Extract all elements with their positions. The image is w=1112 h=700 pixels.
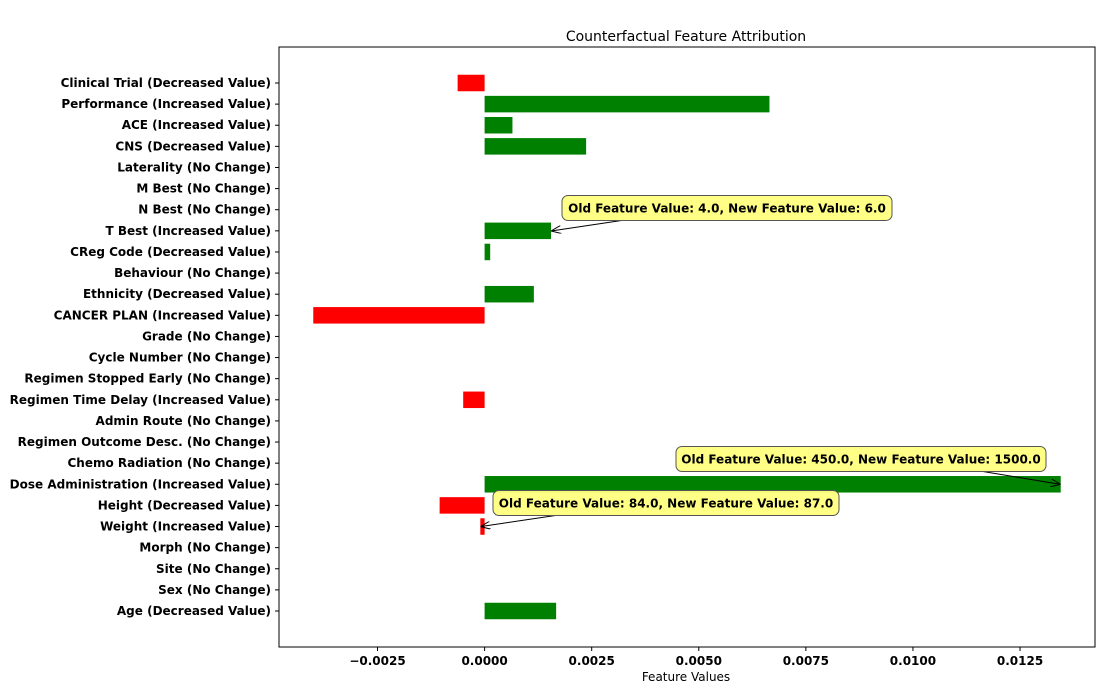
y-tick-label: T Best (Increased Value) — [105, 224, 271, 238]
x-tick-label: 0.0050 — [676, 654, 722, 668]
y-tick-label: Laterality (No Change) — [117, 160, 271, 174]
x-tick-label: 0.0025 — [569, 654, 615, 668]
x-axis: −0.0025 0.0000 0.0025 0.0050 0.0075 0.0100 0.0… — [349, 647, 1043, 668]
y-tick-label: M Best (No Change) — [136, 182, 271, 196]
y-tick-label: N Best (No Change) — [138, 203, 271, 217]
y-tick-label: Morph (No Change) — [139, 541, 271, 555]
annotation-text: Old Feature Value: 450.0, New Feature Va… — [681, 453, 1040, 467]
bar — [484, 222, 551, 240]
annotation-text: Old Feature Value: 4.0, New Feature Valu… — [568, 202, 886, 216]
bar — [484, 602, 557, 620]
y-tick-label: Site (No Change) — [156, 562, 271, 576]
y-tick-label: Dose Administration (Increased Value) — [10, 477, 271, 491]
y-tick-label: Weight (Increased Value) — [100, 520, 271, 534]
x-axis-label: Feature Values — [642, 670, 730, 684]
annotation-arrow — [983, 471, 1060, 485]
plot-frame — [278, 46, 1096, 648]
y-tick-label: Regimen Stopped Early (No Change) — [24, 372, 271, 386]
bar — [484, 116, 513, 134]
y-tick-label: Ethnicity (Decreased Value) — [83, 287, 271, 301]
bars-layer — [313, 74, 1061, 620]
y-tick-label: CANCER PLAN (Increased Value) — [54, 308, 271, 322]
bar — [484, 243, 491, 261]
annotation-box — [492, 490, 840, 516]
y-tick-label: Regimen Time Delay (Increased Value) — [10, 393, 271, 407]
y-tick-label: Admin Route (No Change) — [96, 414, 271, 428]
y-tick-label: Cycle Number (No Change) — [89, 351, 271, 365]
y-tick-label: Behaviour (No Change) — [114, 266, 271, 280]
y-tick-label: Age (Decreased Value) — [117, 604, 271, 618]
annotation-arrow — [552, 220, 622, 231]
bar — [484, 476, 1061, 493]
y-tick-label: CNS (Decreased Value) — [115, 139, 271, 153]
annotation-box — [675, 446, 1047, 472]
x-tick-label: −0.0025 — [349, 654, 405, 668]
y-tick-label: Performance (Increased Value) — [61, 97, 271, 111]
x-tick-label: 0.0000 — [461, 654, 507, 668]
x-tick-label: 0.0075 — [783, 654, 829, 668]
x-tick-label: 0.0100 — [890, 654, 936, 668]
y-tick-label: CReg Code (Decreased Value) — [70, 245, 271, 259]
y-axis: Clinical Trial (Decreased Value) Performa… — [10, 76, 279, 618]
bar — [463, 391, 485, 409]
bar — [484, 285, 534, 303]
y-tick-label: Chemo Radiation (No Change) — [67, 456, 271, 470]
bar — [439, 497, 485, 514]
annotations: Old Feature Value: 4.0, New Feature Valu… — [481, 195, 1060, 527]
x-tick-label: 0.0125 — [997, 654, 1043, 668]
bar — [484, 138, 587, 155]
bar — [313, 307, 485, 324]
annotation-arrow — [481, 515, 556, 527]
bar — [457, 74, 485, 92]
annotation-text: Old Feature Value: 84.0, New Feature Val… — [499, 497, 833, 511]
y-tick-label: Height (Decreased Value) — [98, 498, 271, 512]
y-tick-label: ACE (Increased Value) — [122, 118, 271, 132]
y-tick-label: Clinical Trial (Decreased Value) — [61, 76, 271, 90]
chart-title: Counterfactual Feature Attribution — [566, 29, 806, 45]
y-tick-label: Regimen Outcome Desc. (No Change) — [18, 435, 271, 449]
y-tick-label: Grade (No Change) — [142, 329, 271, 343]
annotation-box — [561, 195, 893, 221]
bar — [484, 95, 770, 113]
y-tick-label: Sex (No Change) — [158, 583, 271, 597]
